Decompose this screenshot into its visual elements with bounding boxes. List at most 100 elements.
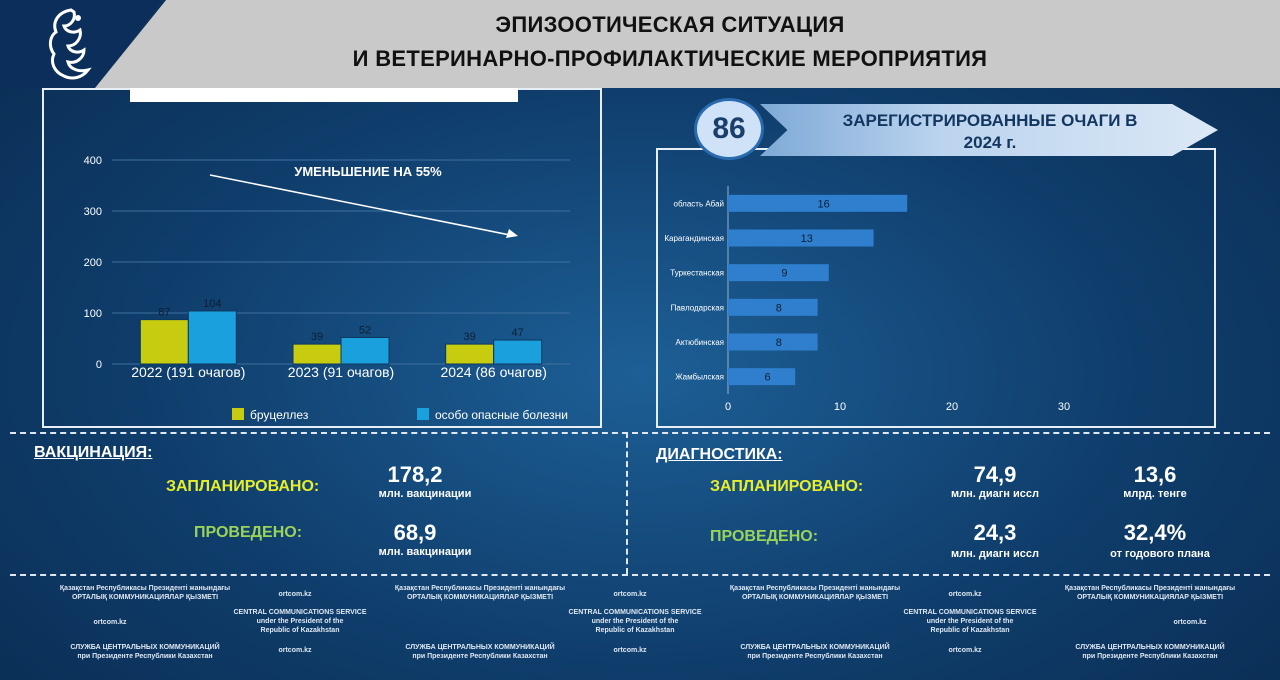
y-tick-label: 100: [84, 308, 102, 320]
footer-site-link-line: ortcom.kz: [948, 647, 982, 654]
footer-site-link-line: ortcom.kz: [1270, 590, 1280, 599]
footer-site-link-line: ortcom.kz: [1173, 619, 1207, 626]
footer-ru-text-line: при Президенте Республики Казахстан: [1082, 653, 1218, 660]
legend-label: бруцеллез: [250, 408, 309, 422]
total-outbreaks-badge: 86: [694, 98, 764, 160]
banner-line-1: ЗАРЕГИСТРИРОВАННЫЕ ОЧАГИ В: [842, 111, 1138, 130]
region-bar: [728, 333, 818, 351]
panel-title-bar: [130, 88, 518, 102]
region-label: Туркестанская: [670, 269, 724, 278]
page-title: ЭПИЗООТИЧЕСКАЯ СИТУАЦИЯ И ВЕТЕРИНАРНО-ПР…: [240, 8, 1100, 76]
region-bar-value: 13: [801, 233, 813, 245]
footer-en-text-line: under the President of the: [256, 618, 344, 625]
x-category-label: 2024 (86 очагов): [440, 364, 546, 380]
diagnostics-done-value-1: 24,3: [973, 520, 1017, 545]
footer-kz-text-line: ОРТАЛЫҚ КОММУНИКАЦИЯЛАР ҚЫЗМЕТІ: [1076, 594, 1224, 601]
trend-arrow-head: [506, 229, 518, 238]
diagnostics-planned-unit-1: млн. диагн иссл: [950, 488, 1039, 500]
title-line-2: И ВЕТЕРИНАРНО-ПРОФИЛАКТИЧЕСКИЕ МЕРОПРИЯТ…: [352, 46, 988, 71]
footer-site-link: ortcom.kz: [80, 618, 140, 627]
footer-site-link: ortcom.kz: [935, 590, 995, 599]
footer-kz-text: Қазақстан Республикасы Президенті жанынд…: [710, 584, 920, 602]
footer-kz-text: Қазақстан Республикасы Президенті жанынд…: [40, 584, 250, 602]
registered-outbreaks-banner: [760, 104, 1218, 156]
legend-label: особо опасные болезни: [435, 408, 568, 422]
region-label: Актюбинская: [675, 338, 724, 347]
diagnostics-done-value-2: 32,4%: [1123, 520, 1187, 545]
trend-arrow-line: [209, 174, 511, 236]
x-tick-label: 20: [946, 401, 958, 413]
footer-en-text-line: Republic of Kazakhstan: [930, 627, 1010, 634]
region-bar: [728, 298, 818, 316]
footer-ru-text-line: при Президенте Республики Казахстан: [77, 653, 213, 660]
region-label: Павлодарская: [671, 303, 724, 312]
vaccination-heading: ВАКЦИНАЦИЯ:: [34, 444, 153, 461]
footer-site-link: ortcom.kz: [600, 590, 660, 599]
diagnostics-planned-unit-2: млрд. тенге: [1123, 488, 1187, 500]
footer-kz-text: Қазақстан Республикасы Президенті жанынд…: [375, 584, 585, 602]
footer-kz-text-line: Қазақстан Республикасы Президенті жанынд…: [729, 585, 901, 592]
footer-ru-text-line: СЛУЖБА ЦЕНТРАЛЬНЫХ КОММУНИКАЦИЙ: [70, 644, 220, 651]
footer-en-text: CENTRAL COMMUNICATIONS SERVICE under the …: [535, 608, 735, 635]
title-line-1: ЭПИЗООТИЧЕСКАЯ СИТУАЦИЯ: [495, 12, 845, 37]
vaccination-done-value: 68,9: [393, 520, 437, 545]
region-label: Жамбылская: [675, 373, 724, 382]
bar-dangerous: [493, 339, 543, 365]
region-label: Карагандинская: [664, 234, 724, 243]
diagnostics-done-unit-1: млн. диагн иссл: [950, 548, 1039, 560]
vaccination-planned-label: ЗАПЛАНИРОВАНО:: [166, 478, 320, 495]
vaccination-planned-value: 178,2: [387, 462, 443, 487]
bar-data-label: 47: [512, 327, 524, 339]
legend-swatch: [417, 408, 429, 420]
footer-ru-text-line: СЛУЖБА ЦЕНТРАЛЬНЫХ КОММУНИКАЦИЙ: [405, 644, 555, 651]
footer-site-link: ortcom.kz: [265, 590, 325, 599]
header: ЭПИЗООТИЧЕСКАЯ СИТУАЦИЯ И ВЕТЕРИНАРНО-ПР…: [0, 0, 1280, 88]
footer-en-text-line: Republic of Kazakhstan: [260, 627, 340, 634]
diagnostics-planned-value-1: 74,9: [973, 462, 1017, 487]
footer-site-link-line: ortcom.kz: [948, 591, 982, 598]
header-light-band: [95, 0, 1280, 88]
footer-kz-text-line: ОРТАЛЫҚ КОММУНИКАЦИЯЛАР ҚЫЗМЕТІ: [741, 594, 889, 601]
vaccination-planned-unit: млн. вакцинации: [378, 488, 472, 500]
footer-kz-text-line: Қазақстан Республикасы Президенті жанынд…: [59, 585, 231, 592]
vaccination-done-unit: млн. вакцинации: [378, 546, 472, 558]
footer-site-link: ortcom.kz: [265, 646, 325, 655]
bar-data-label: 39: [464, 331, 476, 343]
banner-text: ЗАРЕГИСТРИРОВАННЫЕ ОЧАГИ В 2024 г.: [790, 110, 1190, 154]
divider-horizontal: [10, 432, 1270, 434]
diagnostics-planned-label: ЗАПЛАНИРОВАНО:: [710, 478, 864, 495]
bar-data-label: 52: [359, 324, 371, 336]
footer-site-link: ortcom.kz: [1270, 590, 1280, 599]
bar-dangerous: [340, 336, 390, 365]
footer-site-link: ortcom.kz: [1160, 618, 1220, 627]
footer-ru-text-line: при Президенте Республики Казахстан: [747, 653, 883, 660]
footer-kz-text-line: Қазақстан Республикасы Президенті жанынд…: [1064, 585, 1236, 592]
footer-kz-text-line: ОРТАЛЫҚ КОММУНИКАЦИЯЛАР ҚЫЗМЕТІ: [406, 594, 554, 601]
diagnostics-planned-value-2: 13,6: [1133, 462, 1177, 487]
footer-site-link-line: ortcom.kz: [1270, 646, 1280, 655]
footer-en-text-line: CENTRAL COMMUNICATIONS SERVICE: [233, 609, 367, 616]
diagnostics-done-unit-2: от годового плана: [1110, 548, 1210, 560]
footer-en-text: CENTRAL COMMUNICATIONS SERVICE under the …: [870, 608, 1070, 635]
bar-data-label: 39: [311, 331, 323, 343]
footer-en-text-line: CENTRAL COMMUNICATIONS SERVICE: [568, 609, 702, 616]
footer-ru-text-line: при Президенте Республики Казахстан: [412, 653, 548, 660]
divider-vertical: [626, 432, 628, 574]
region-bar-value: 8: [776, 302, 782, 314]
snow-leopard-logo-icon: [48, 8, 92, 80]
y-tick-label: 400: [84, 155, 102, 167]
region-bar: [728, 229, 874, 247]
region-bar: [728, 194, 908, 212]
vaccination-done-label: ПРОВЕДЕНО:: [194, 524, 303, 541]
decrease-annotation: УМЕНЬШЕНИЕ НА 55%: [294, 164, 442, 179]
footer-ru-text: СЛУЖБА ЦЕНТРАЛЬНЫХ КОММУНИКАЦИЙ при Прези…: [1045, 643, 1255, 661]
footer-site-link-line: ortcom.kz: [278, 647, 312, 654]
footer-site-link-line: ortcom.kz: [93, 619, 127, 626]
footer-en-text: CENTRAL COMMUNICATIONS SERVICE under the …: [200, 608, 400, 635]
x-tick-label: 0: [725, 401, 731, 413]
region-bar-value: 8: [776, 337, 782, 349]
footer-kz-text-line: ОРТАЛЫҚ КОММУНИКАЦИЯЛАР ҚЫЗМЕТІ: [71, 594, 219, 601]
footer-ru-text: СЛУЖБА ЦЕНТРАЛЬНЫХ КОММУНИКАЦИЙ при Прези…: [40, 643, 250, 661]
bar-brucellosis: [139, 319, 189, 365]
